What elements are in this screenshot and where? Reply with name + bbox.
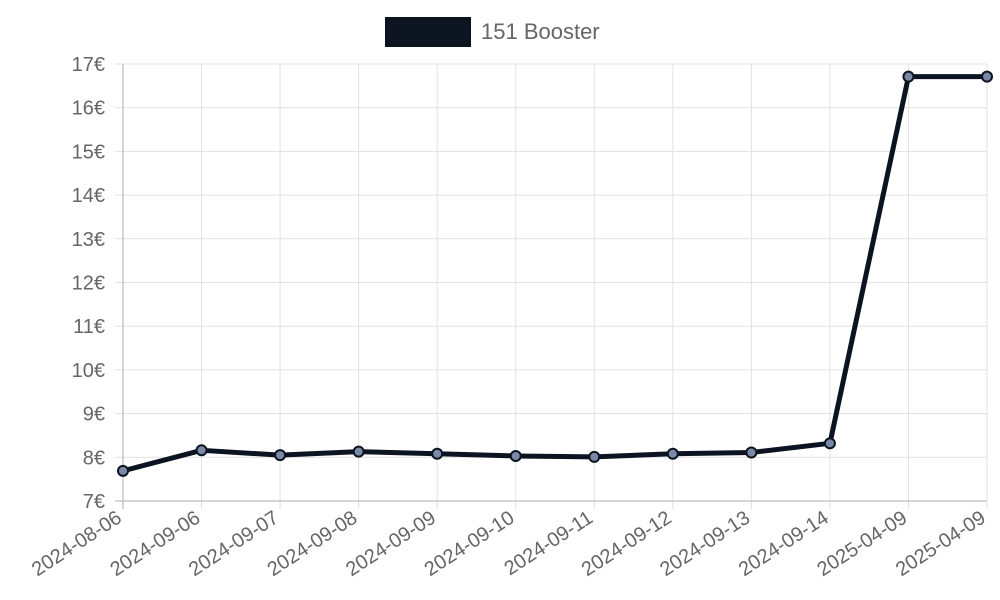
data-point (195, 444, 208, 457)
data-point (588, 450, 601, 463)
y-tick-label: 13€ (72, 229, 105, 251)
x-tick-label: 2025-04-09 (892, 507, 990, 581)
data-point (431, 447, 444, 460)
legend-swatch (385, 17, 471, 47)
data-point (666, 447, 679, 460)
y-tick-label: 14€ (72, 185, 105, 207)
series-line (120, 74, 990, 474)
y-tick-label: 12€ (72, 273, 105, 295)
y-tick-label: 17€ (72, 54, 105, 76)
x-tick-label: 2024-09-10 (421, 507, 519, 581)
y-tick-label: 10€ (72, 360, 105, 382)
chart-series (117, 70, 993, 477)
y-tick-label: 7€ (83, 491, 105, 513)
data-point (274, 449, 287, 462)
y-tick-label: 8€ (83, 447, 105, 469)
x-axis-ticks: 2024-08-062024-09-062024-09-072024-09-08… (28, 507, 990, 581)
y-tick-label: 15€ (72, 141, 105, 163)
data-point (509, 449, 522, 462)
legend-label: 151 Booster (481, 19, 600, 44)
data-point (745, 446, 758, 459)
y-tick-label: 11€ (73, 316, 105, 338)
y-axis-ticks: 7€ 8€ 9€ 10€ 11€ 12€ 13€ 14€ 15€ 16€ 17€ (72, 54, 105, 513)
chart-grid (115, 63, 988, 509)
y-tick-label: 16€ (72, 98, 105, 120)
data-point (823, 437, 836, 450)
data-point (981, 70, 993, 83)
data-point (117, 464, 129, 477)
data-point (352, 445, 365, 458)
y-tick-label: 9€ (83, 404, 105, 426)
chart-legend[interactable]: 151 Booster (385, 17, 600, 47)
data-point (902, 70, 915, 83)
